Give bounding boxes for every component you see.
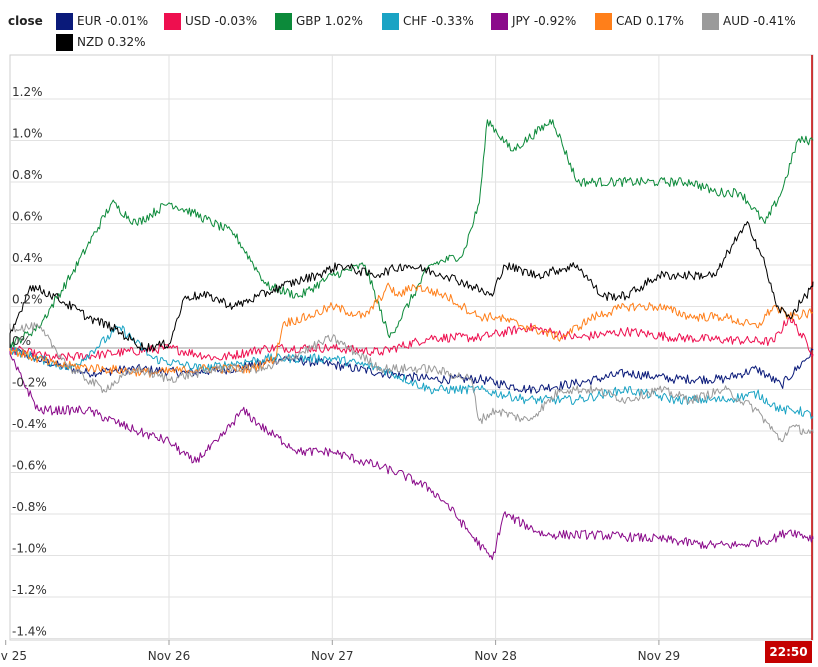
legend-label-currency: EUR bbox=[77, 14, 102, 28]
y-tick-label: -0.2% bbox=[12, 376, 47, 390]
series-line-nzd bbox=[9, 221, 814, 352]
y-tick-label: 0.6% bbox=[12, 210, 43, 224]
series-line-eur bbox=[9, 344, 814, 394]
x-axis-labels: Nov 25 Nov 26 Nov 27 Nov 28 Nov 29 bbox=[0, 649, 680, 663]
legend-label-change: -0.01% bbox=[105, 14, 149, 28]
legend-label-currency: AUD bbox=[723, 14, 750, 28]
series-lines bbox=[9, 119, 814, 561]
legend-label-change: -0.03% bbox=[214, 14, 258, 28]
x-tick-label: Nov 28 bbox=[474, 649, 517, 663]
legend-label-currency: JPY bbox=[512, 14, 530, 28]
legend-label-currency: CHF bbox=[403, 14, 428, 28]
legend-label-change: 1.02% bbox=[324, 14, 363, 28]
legend-label-change: 0.32% bbox=[107, 35, 146, 49]
series-line-chf bbox=[9, 325, 814, 420]
legend-item-cad[interactable]: CAD 0.17% bbox=[595, 12, 688, 30]
legend-label: CAD 0.17% bbox=[616, 14, 688, 28]
legend-swatch bbox=[595, 12, 612, 30]
legend-label-currency: NZD bbox=[77, 35, 104, 49]
legend-swatch bbox=[275, 12, 292, 30]
y-axis-labels: 1.2% 1.0% 0.8% 0.6% 0.4% 0.2% 0% -0.2% -0.4% -0.6… bbox=[12, 85, 47, 639]
legend-item-gbp[interactable]: GBP 1.02% bbox=[275, 12, 367, 30]
legend-item-aud[interactable]: AUD -0.41% bbox=[702, 12, 800, 30]
y-tick-label: 0.8% bbox=[12, 168, 43, 182]
legend-label: USD -0.03% bbox=[185, 14, 261, 28]
legend-swatch bbox=[164, 12, 181, 30]
legend-label-change: -0.41% bbox=[753, 14, 796, 28]
y-tick-label: 1.2% bbox=[12, 85, 43, 99]
legend-swatch bbox=[491, 12, 508, 30]
legend-label: JPY -0.92% bbox=[512, 14, 580, 28]
y-tick-label: -1.4% bbox=[12, 625, 47, 639]
legend-item-jpy[interactable]: JPY -0.92% bbox=[491, 12, 580, 30]
series-line-jpy bbox=[9, 348, 814, 561]
legend-label-change: 0.17% bbox=[645, 14, 684, 28]
series-line-cad bbox=[9, 282, 814, 378]
legend-swatch bbox=[56, 33, 73, 51]
legend-item-nzd[interactable]: NZD 0.32% bbox=[56, 33, 150, 51]
time-badge: 22:50 bbox=[765, 641, 812, 663]
series-line-gbp bbox=[9, 119, 814, 352]
legend-title: close bbox=[8, 14, 43, 28]
legend-label: EUR -0.01% bbox=[77, 14, 152, 28]
legend-item-chf[interactable]: CHF -0.33% bbox=[382, 12, 478, 30]
x-tick-label: Nov 27 bbox=[311, 649, 354, 663]
x-tick-label: Nov 25 bbox=[0, 649, 27, 663]
legend-label: NZD 0.32% bbox=[77, 35, 150, 49]
legend-label-change: -0.92% bbox=[533, 14, 577, 28]
y-tick-label: 0% bbox=[12, 334, 31, 348]
y-tick-label: 0.4% bbox=[12, 251, 43, 265]
legend-label-change: -0.33% bbox=[431, 14, 474, 28]
grid bbox=[5, 54, 814, 645]
x-tick-label: Nov 29 bbox=[638, 649, 681, 663]
legend: close EUR -0.01% USD -0.03% GBP 1.02% CHF -0.33… bbox=[0, 0, 818, 56]
series-line-aud bbox=[9, 322, 814, 443]
legend-swatch bbox=[702, 12, 719, 30]
legend-swatch bbox=[382, 12, 399, 30]
legend-item-eur[interactable]: EUR -0.01% bbox=[56, 12, 152, 30]
legend-label: AUD -0.41% bbox=[723, 14, 800, 28]
y-tick-label: -1.2% bbox=[12, 583, 47, 597]
x-tick-label: Nov 26 bbox=[148, 649, 191, 663]
y-tick-label: 0.2% bbox=[12, 293, 43, 307]
y-tick-label: -1.0% bbox=[12, 542, 47, 556]
y-tick-label: -0.6% bbox=[12, 459, 47, 473]
legend-label: GBP 1.02% bbox=[296, 14, 367, 28]
y-tick-label: -0.8% bbox=[12, 500, 47, 514]
legend-label: CHF -0.33% bbox=[403, 14, 478, 28]
legend-label-currency: GBP bbox=[296, 14, 321, 28]
y-tick-label: -0.4% bbox=[12, 417, 47, 431]
y-tick-label: 1.0% bbox=[12, 127, 43, 141]
legend-label-currency: CAD bbox=[616, 14, 642, 28]
legend-item-usd[interactable]: USD -0.03% bbox=[164, 12, 261, 30]
legend-label-currency: USD bbox=[185, 14, 211, 28]
legend-swatch bbox=[56, 12, 73, 30]
